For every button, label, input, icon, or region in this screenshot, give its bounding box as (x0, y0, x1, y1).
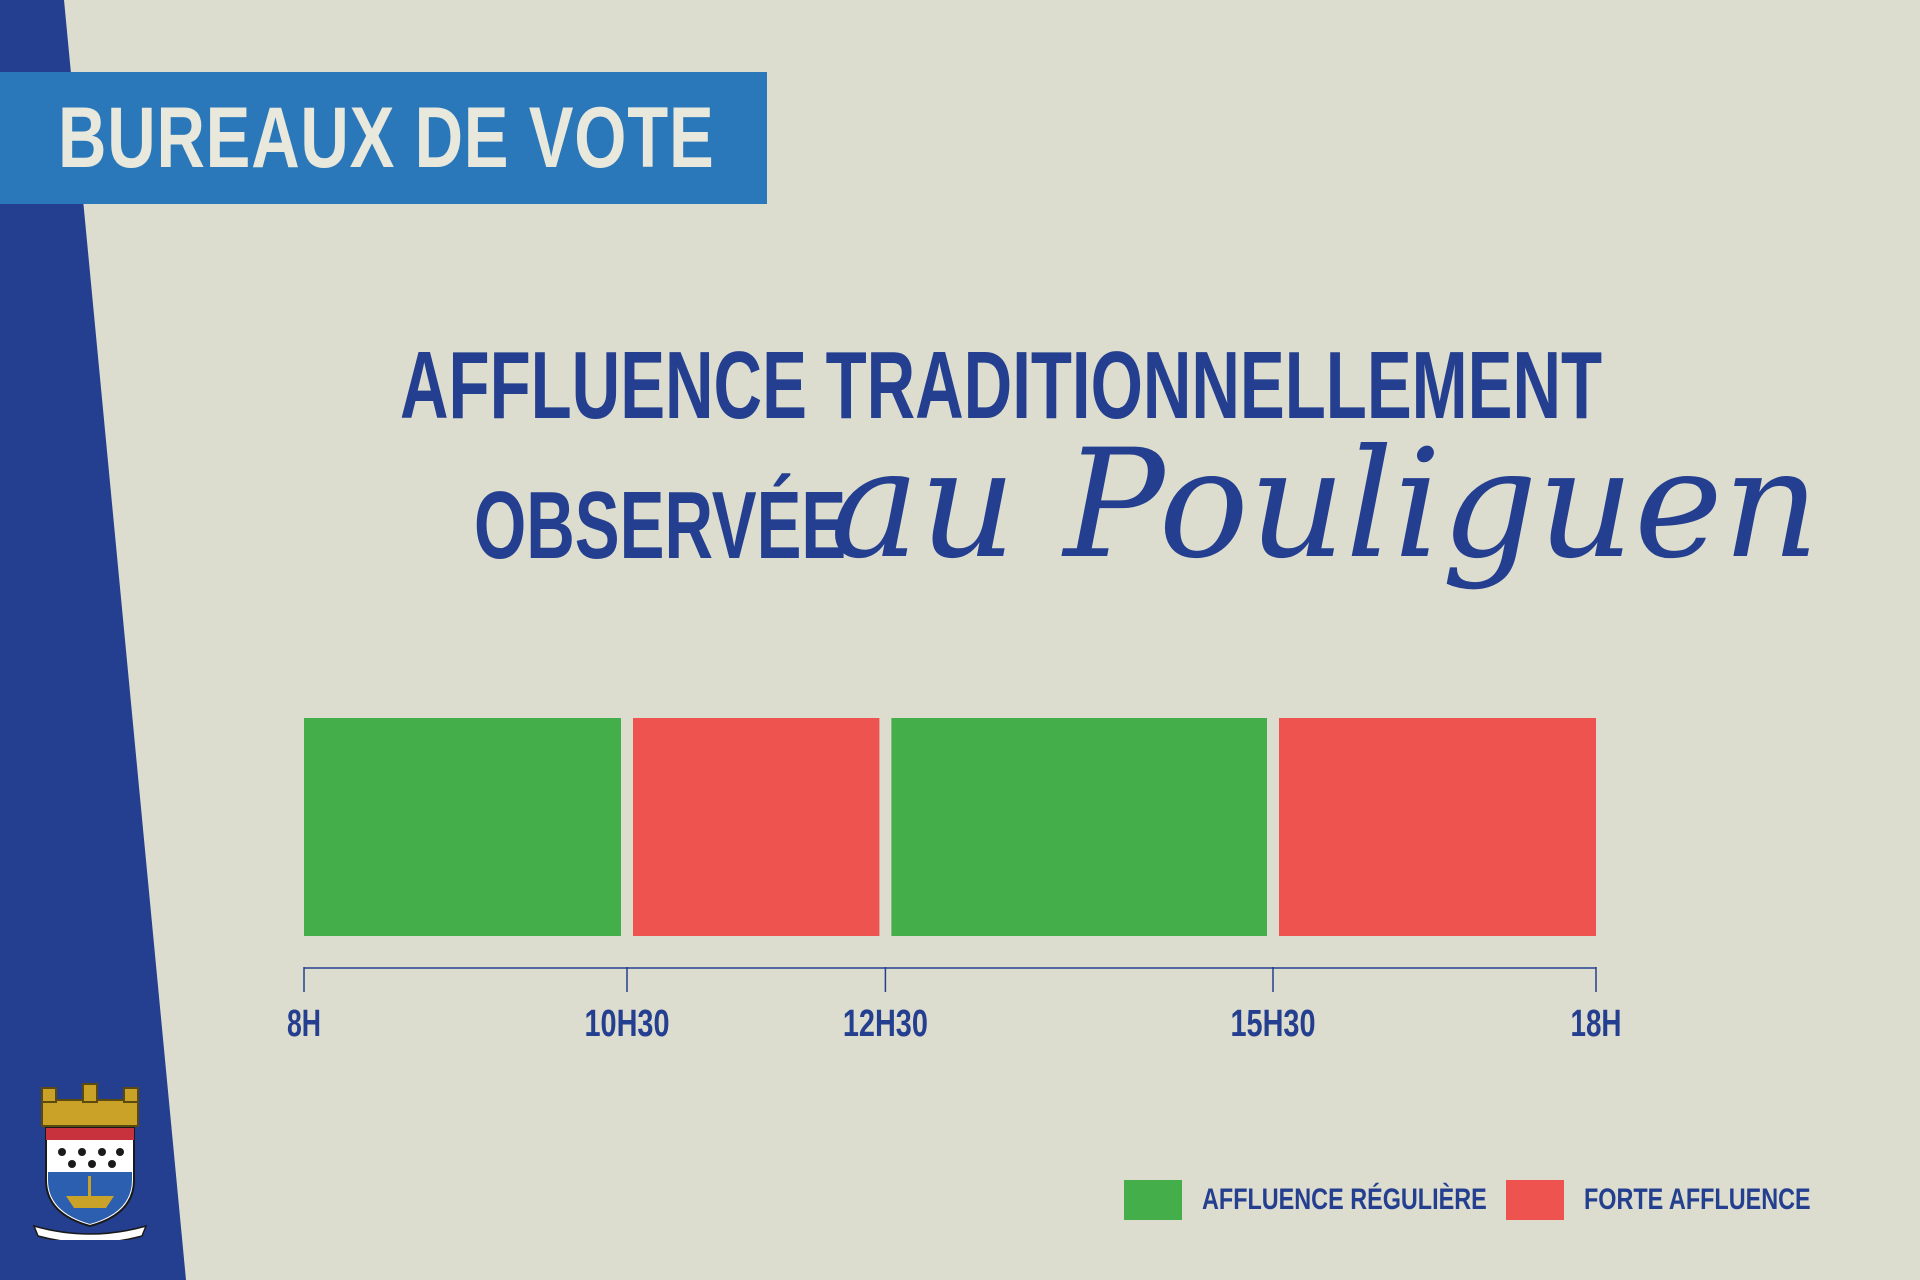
page-title-line2: OBSERVÉE (474, 472, 847, 579)
crest-boat (66, 1196, 114, 1208)
crest-motto-ribbon (32, 1224, 148, 1240)
legend-swatch-regular (1124, 1180, 1182, 1220)
x-tick-label: 10H30 (585, 1003, 670, 1045)
timeline-segment (1279, 718, 1596, 936)
timeline-segment (633, 718, 880, 936)
timeline-segment (304, 718, 621, 936)
legend-swatch-strong (1506, 1180, 1564, 1220)
coat-of-arms-logo (32, 1083, 148, 1240)
banner-label: BUREAUX DE VOTE (58, 90, 715, 186)
x-tick-label: 12H30 (843, 1003, 928, 1045)
timeline-segment (891, 718, 1267, 936)
crest-mast (88, 1176, 91, 1198)
legend-label-regular: AFFLUENCE RÉGULIÈRE (1202, 1183, 1487, 1216)
crest-chief (46, 1128, 134, 1140)
crest-crown (41, 1083, 139, 1127)
x-tick-label: 8H (287, 1003, 321, 1045)
crest-ermine-icon (58, 1148, 124, 1168)
page-title-script: au Pouliguen (830, 418, 1820, 592)
header-banner: BUREAUX DE VOTE (0, 72, 767, 204)
legend-label-strong: FORTE AFFLUENCE (1584, 1183, 1811, 1216)
x-tick-label: 15H30 (1231, 1003, 1316, 1045)
x-tick-label: 18H (1571, 1003, 1622, 1045)
page-title-line1: AFFLUENCE TRADITIONNELLEMENT (400, 332, 1603, 439)
